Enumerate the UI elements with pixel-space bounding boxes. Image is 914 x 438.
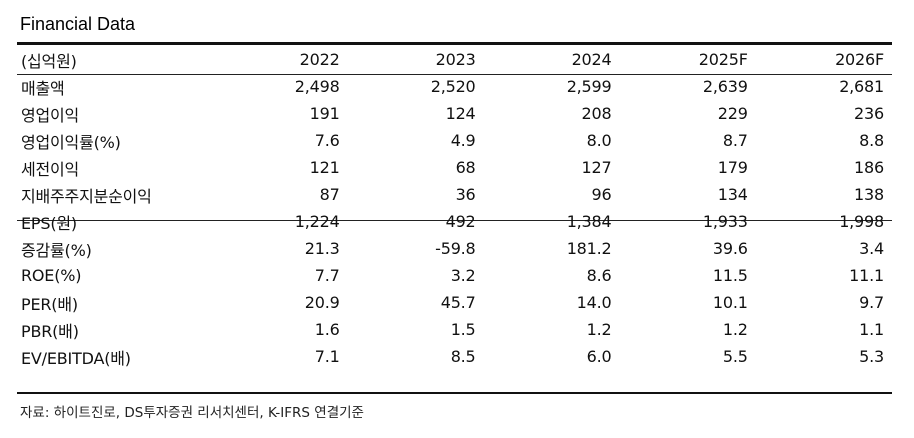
valuation-group: EPS(원) 1,224 492 1,384 1,933 1,998 증감률(%) 21.3 -…: [17, 208, 892, 370]
cell-value: 1.1: [859, 320, 884, 339]
table-row: EV/EBITDA(배) 7.1 8.5 6.0 5.5 5.3: [17, 343, 892, 370]
table-row: 세전이익 121 68 127 179 186: [17, 154, 892, 181]
cell-value: 1,224: [294, 212, 340, 231]
cell-value: 179: [717, 158, 748, 177]
cell-value: 20.9: [304, 293, 340, 312]
income-group: 매출액 2,498 2,520 2,599 2,639 2,681 영업이익 191 124 20…: [17, 73, 892, 208]
cell-value: 36: [455, 185, 476, 204]
header-year: 2023: [435, 50, 476, 69]
cell-value: 492: [445, 212, 476, 231]
table-row: ROE(%) 7.7 3.2 8.6 11.5 11.1: [17, 262, 892, 289]
table-row: PBR(배) 1.6 1.5 1.2 1.2 1.1: [17, 316, 892, 343]
cell-value: 2,498: [294, 77, 340, 96]
row-label: PER(배): [21, 294, 78, 314]
cell-value: 14.0: [576, 293, 612, 312]
cell-value: 2,681: [839, 77, 884, 96]
table-row: 영업이익률(%) 7.6 4.9 8.0 8.7 8.8: [17, 127, 892, 154]
cell-value: 1.6: [314, 320, 340, 339]
cell-value: 121: [309, 158, 340, 177]
row-label: EV/EBITDA(배): [21, 348, 131, 368]
row-label: 지배주주지분순이익: [21, 186, 152, 206]
cell-value: 87: [319, 185, 340, 204]
row-label: EPS(원): [21, 213, 77, 233]
header-year: 2022: [299, 50, 340, 69]
cell-value: 7.1: [314, 347, 340, 366]
cell-value: 7.7: [314, 266, 340, 285]
header-year: 2026F: [835, 50, 884, 69]
row-label: 영업이익: [21, 105, 80, 125]
cell-value: 186: [854, 158, 884, 177]
row-label: 영업이익률(%): [21, 132, 121, 152]
header-year: 2024: [571, 50, 612, 69]
table-row: EPS(원) 1,224 492 1,384 1,933 1,998: [17, 208, 892, 235]
cell-value: 208: [581, 104, 612, 123]
cell-value: 11.1: [849, 266, 884, 285]
row-label: ROE(%): [21, 266, 82, 285]
cell-value: 191: [309, 104, 340, 123]
cell-value: 45.7: [440, 293, 476, 312]
cell-value: 11.5: [712, 266, 748, 285]
table-row: 매출액 2,498 2,520 2,599 2,639 2,681: [17, 73, 892, 100]
cell-value: 7.6: [314, 131, 340, 150]
cell-value: 2,599: [566, 77, 612, 96]
row-label: 세전이익: [21, 159, 80, 179]
cell-value: 6.0: [586, 347, 612, 366]
table-row: 증감률(%) 21.3 -59.8 181.2 39.6 3.4: [17, 235, 892, 262]
cell-value: 127: [581, 158, 612, 177]
cell-value: 68: [455, 158, 476, 177]
header-row: (십억원) 2022 2023 2024 2025F 2026F: [17, 46, 892, 73]
cell-value: 1.5: [450, 320, 476, 339]
financial-table: (십억원) 2022 2023 2024 2025F 2026F 매출액 2,49…: [17, 46, 892, 370]
header-unit: (십억원): [21, 51, 77, 71]
cell-value: 236: [854, 104, 884, 123]
cell-value: 96: [591, 185, 612, 204]
row-label: 매출액: [21, 78, 65, 98]
cell-value: 10.1: [712, 293, 748, 312]
cell-value: 1,384: [566, 212, 612, 231]
row-label: PBR(배): [21, 321, 79, 341]
table-row: PER(배) 20.9 45.7 14.0 10.1 9.7: [17, 289, 892, 316]
cell-value: 8.7: [722, 131, 748, 150]
cell-value: 1,998: [839, 212, 884, 231]
cell-value: 8.6: [586, 266, 612, 285]
cell-value: 8.8: [859, 131, 884, 150]
table-row: 영업이익 191 124 208 229 236: [17, 100, 892, 127]
cell-value: 2,639: [702, 77, 748, 96]
cell-value: 4.9: [450, 131, 476, 150]
cell-value: 5.3: [859, 347, 884, 366]
cell-value: 1.2: [722, 320, 748, 339]
cell-value: -59.8: [435, 239, 476, 258]
cell-value: 5.5: [722, 347, 748, 366]
cell-value: 1.2: [586, 320, 612, 339]
cell-value: 9.7: [859, 293, 884, 312]
header-rule: [17, 74, 892, 75]
cell-value: 8.5: [450, 347, 476, 366]
table-row: 지배주주지분순이익 87 36 96 134 138: [17, 181, 892, 208]
group-divider-rule: [17, 220, 892, 221]
top-rule: [17, 42, 892, 45]
cell-value: 229: [717, 104, 748, 123]
cell-value: 1,933: [702, 212, 748, 231]
cell-value: 8.0: [586, 131, 612, 150]
source-note: 자료: 하이트진로, DS투자증권 리서치센터, K-IFRS 연결기준: [20, 405, 364, 421]
cell-value: 2,520: [430, 77, 476, 96]
cell-value: 134: [717, 185, 748, 204]
bottom-rule: [17, 392, 892, 394]
cell-value: 138: [854, 185, 884, 204]
row-label: 증감률(%): [21, 240, 92, 260]
table-title: Financial Data: [20, 14, 136, 34]
cell-value: 181.2: [566, 239, 612, 258]
header-year: 2025F: [698, 50, 748, 69]
cell-value: 124: [445, 104, 476, 123]
cell-value: 3.2: [450, 266, 476, 285]
cell-value: 39.6: [712, 239, 748, 258]
cell-value: 21.3: [304, 239, 340, 258]
cell-value: 3.4: [859, 239, 884, 258]
